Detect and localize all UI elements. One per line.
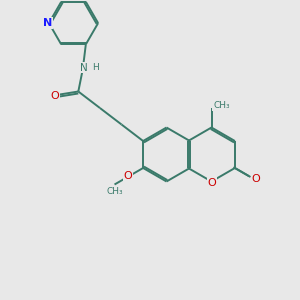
Text: H: H: [92, 63, 99, 72]
Text: N: N: [43, 18, 52, 28]
Text: CH₃: CH₃: [106, 187, 123, 196]
Text: O: O: [124, 171, 133, 181]
Text: O: O: [50, 91, 59, 101]
Text: O: O: [208, 178, 217, 188]
Text: N: N: [80, 62, 87, 73]
Text: CH₃: CH₃: [213, 101, 230, 110]
Text: O: O: [251, 173, 260, 184]
